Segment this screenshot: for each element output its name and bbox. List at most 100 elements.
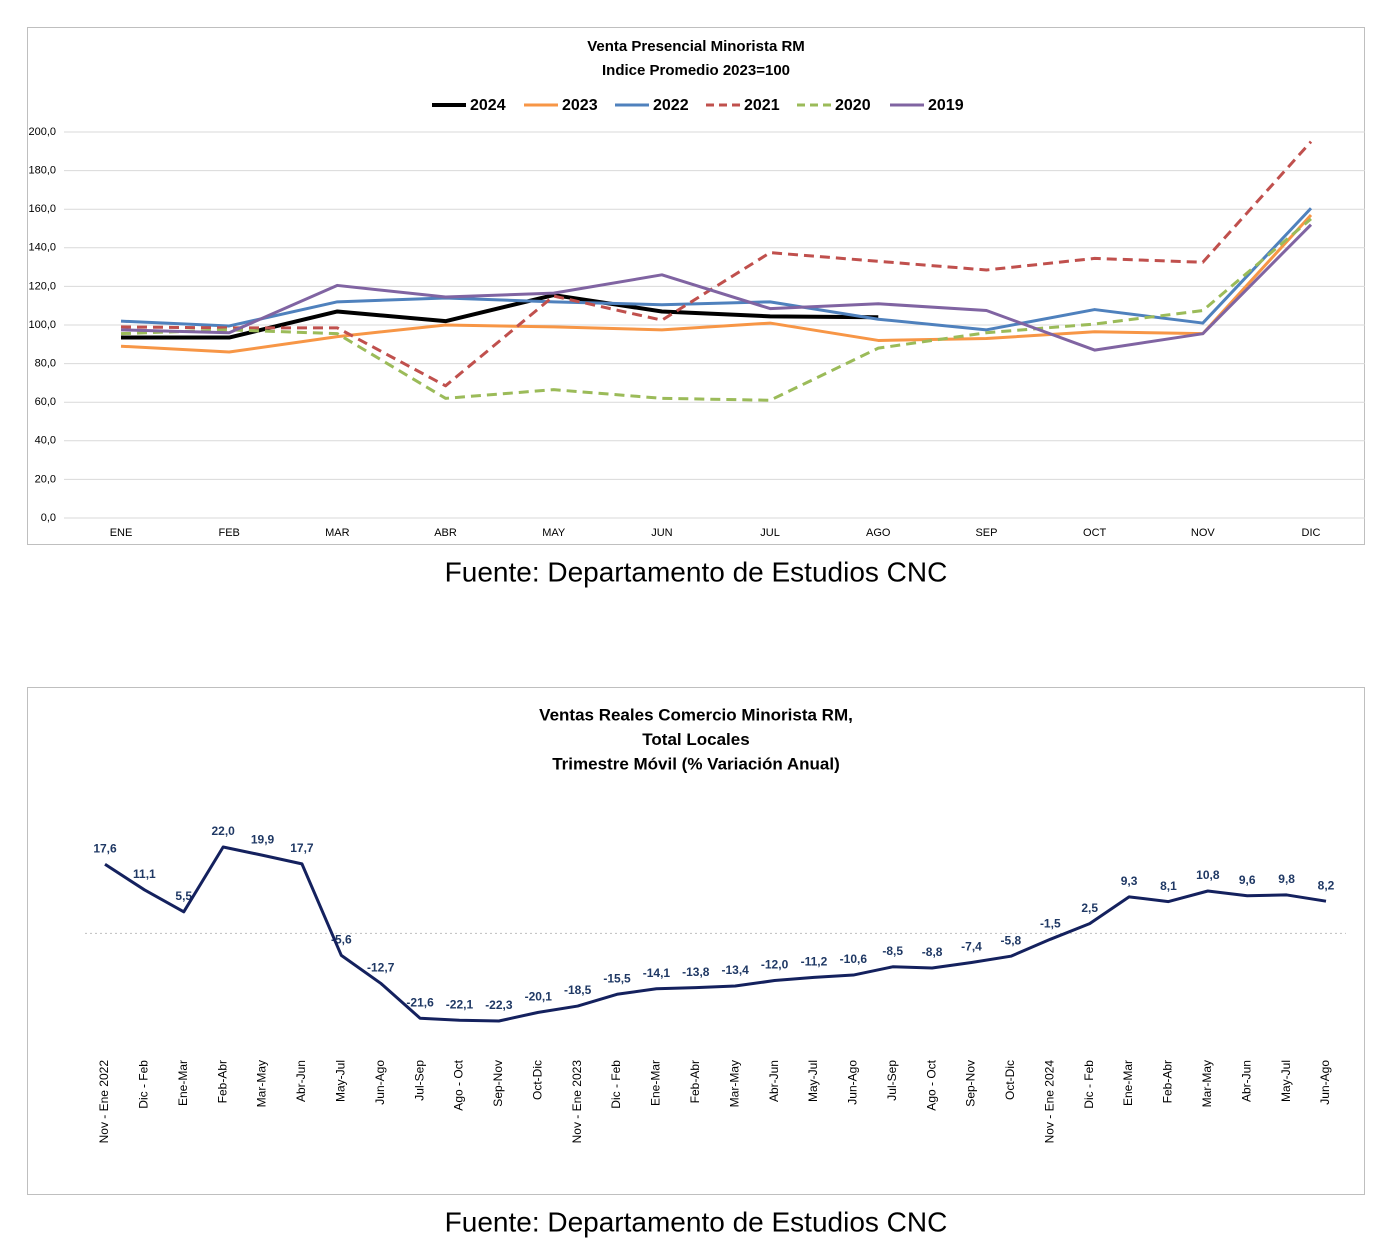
x-tick-label: JUN xyxy=(651,527,672,539)
data-label: -8,5 xyxy=(882,944,903,958)
x-tick-label: OCT xyxy=(1083,527,1107,539)
data-label: -13,8 xyxy=(682,965,710,979)
x-tick-label: Nov - Ene 2022 xyxy=(97,1060,111,1144)
data-label: -11,2 xyxy=(801,955,828,969)
x-tick-label: May-Jul xyxy=(333,1060,347,1102)
series-line xyxy=(104,845,1327,1023)
legend-label: 2020 xyxy=(835,97,871,114)
y-tick-label: 120,0 xyxy=(28,280,56,292)
legend-label: 2023 xyxy=(562,97,598,114)
data-label: -21,6 xyxy=(406,995,434,1009)
data-label: 9,3 xyxy=(1121,874,1138,888)
x-tick-label: Feb-Abr xyxy=(1161,1060,1175,1103)
x-tick-label: Sep-Nov xyxy=(964,1060,978,1107)
x-tick-label: Ene-Mar xyxy=(1121,1060,1135,1106)
x-tick-label: NOV xyxy=(1191,527,1216,539)
x-tick-label: Dic - Feb xyxy=(137,1060,151,1109)
x-tick-label: DIC xyxy=(1302,527,1321,539)
data-label: 10,8 xyxy=(1196,868,1220,882)
series-line xyxy=(120,217,1312,402)
series-line xyxy=(120,140,1313,388)
x-tick-label: May-Jul xyxy=(1279,1060,1293,1102)
data-label: -14,1 xyxy=(643,966,671,980)
x-tick-label: MAY xyxy=(542,527,566,539)
data-label: -8,8 xyxy=(922,945,943,959)
data-label: 8,2 xyxy=(1318,878,1335,892)
data-label: 5,5 xyxy=(175,889,192,903)
chart-frame xyxy=(27,687,1365,1195)
x-tick-label: Nov - Ene 2023 xyxy=(570,1060,584,1144)
x-tick-label: Mar-May xyxy=(727,1060,741,1107)
y-tick-label: 180,0 xyxy=(28,165,56,177)
source-note: Fuente: Departamento de Estudios CNC xyxy=(445,1206,948,1237)
data-label: -12,7 xyxy=(367,960,395,974)
chart-title: Total Locales xyxy=(642,730,749,749)
x-tick-label: Oct-Dic xyxy=(1003,1060,1017,1100)
x-tick-label: Ene-Mar xyxy=(649,1060,663,1106)
x-tick-label: Jun-Ago xyxy=(373,1060,387,1105)
x-tick-label: May-Jul xyxy=(806,1060,820,1102)
x-tick-label: Ago - Oct xyxy=(924,1059,938,1110)
y-tick-label: 100,0 xyxy=(28,319,56,331)
x-tick-label: Dic - Feb xyxy=(1082,1060,1096,1109)
y-tick-label: 20,0 xyxy=(35,473,56,485)
x-tick-label: SEP xyxy=(975,527,997,539)
y-tick-label: 160,0 xyxy=(28,203,56,215)
x-tick-label: Feb-Abr xyxy=(215,1060,229,1103)
x-tick-label: Mar-May xyxy=(255,1060,269,1107)
y-tick-label: 140,0 xyxy=(28,242,56,254)
y-tick-label: 80,0 xyxy=(35,358,56,370)
x-tick-label: Abr-Jun xyxy=(294,1060,308,1102)
y-tick-label: 40,0 xyxy=(35,435,56,447)
data-label: -5,8 xyxy=(1001,933,1022,947)
x-tick-label: MAR xyxy=(325,527,350,539)
series-line xyxy=(120,207,1313,332)
series-line xyxy=(120,223,1313,352)
data-label: -20,1 xyxy=(525,990,553,1004)
x-tick-label: Jun-Ago xyxy=(846,1060,860,1105)
x-tick-label: AGO xyxy=(866,527,891,539)
data-label: -22,1 xyxy=(446,997,474,1011)
chart-title: Indice Promedio 2023=100 xyxy=(602,62,790,79)
x-tick-label: Jun-Ago xyxy=(1318,1060,1332,1105)
data-label: 11,1 xyxy=(133,867,156,881)
x-tick-label: Jul-Sep xyxy=(885,1060,899,1101)
x-tick-label: Sep-Nov xyxy=(491,1060,505,1107)
data-label: 9,8 xyxy=(1278,872,1295,886)
x-tick-label: Ene-Mar xyxy=(176,1060,190,1106)
chart-title: Venta Presencial Minorista RM xyxy=(587,38,805,55)
y-tick-label: 200,0 xyxy=(28,126,56,138)
x-tick-label: JUL xyxy=(760,527,780,539)
source-note: Fuente: Departamento de Estudios CNC xyxy=(445,556,948,587)
data-label: -12,0 xyxy=(761,958,789,972)
x-tick-label: Oct-Dic xyxy=(530,1060,544,1100)
x-tick-label: Mar-May xyxy=(1200,1060,1214,1107)
x-tick-label: Jul-Sep xyxy=(412,1060,426,1101)
x-tick-label: ENE xyxy=(110,527,133,539)
x-tick-label: Ago - Oct xyxy=(452,1059,466,1110)
data-label: 17,6 xyxy=(93,841,117,855)
series-line xyxy=(121,293,879,340)
legend-label: 2022 xyxy=(653,97,689,114)
x-tick-label: Nov - Ene 2024 xyxy=(1042,1060,1056,1144)
x-tick-label: Dic - Feb xyxy=(609,1060,623,1109)
chart-title: Trimestre Móvil (% Variación Anual) xyxy=(552,754,840,773)
chart-title: Ventas Reales Comercio Minorista RM, xyxy=(539,705,853,724)
data-label: -18,5 xyxy=(564,983,592,997)
data-label: 2,5 xyxy=(1081,901,1098,915)
x-tick-label: FEB xyxy=(218,527,239,539)
data-label: -13,4 xyxy=(722,963,750,977)
data-label: -15,5 xyxy=(603,971,631,985)
data-label: -1,5 xyxy=(1040,916,1061,930)
x-tick-label: Abr-Jun xyxy=(1239,1060,1253,1102)
x-tick-label: Feb-Abr xyxy=(688,1060,702,1103)
data-label: -7,4 xyxy=(961,940,982,954)
data-label: 8,1 xyxy=(1160,879,1177,893)
data-label: 22,0 xyxy=(211,824,235,838)
data-label: -10,6 xyxy=(840,952,868,966)
data-label: 9,6 xyxy=(1239,873,1256,887)
y-tick-label: 60,0 xyxy=(35,396,56,408)
data-label: 19,9 xyxy=(251,832,275,846)
x-tick-label: Abr-Jun xyxy=(767,1060,781,1102)
data-label: -22,3 xyxy=(485,998,513,1012)
